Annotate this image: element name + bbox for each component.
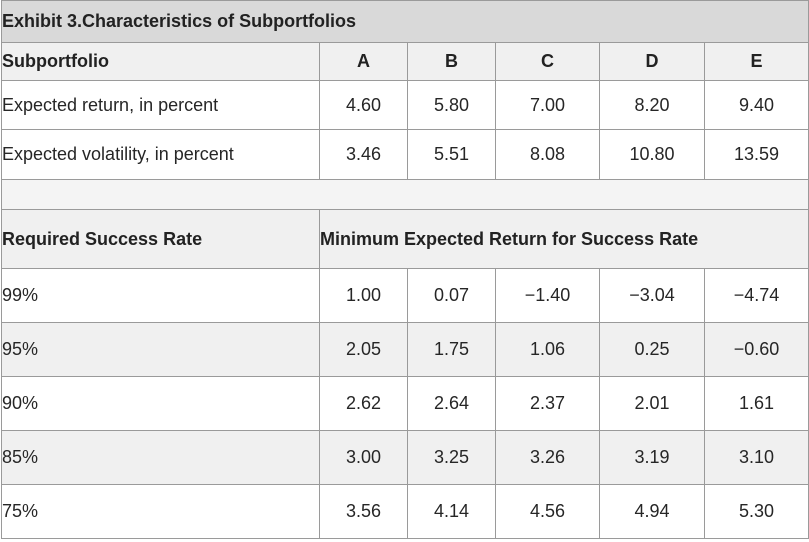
table-cell: 3.26: [495, 430, 600, 485]
table-cell: −3.04: [599, 268, 705, 323]
table-cell: 1.61: [703, 376, 809, 431]
table-cell: 3.19: [599, 430, 705, 485]
table-cell: 3.46: [319, 129, 408, 180]
row-label: 75%: [1, 484, 320, 539]
table-cell: 4.14: [407, 484, 496, 539]
table-cell: 7.00: [495, 80, 600, 130]
row-label: 85%: [1, 430, 320, 485]
table-cell: 2.01: [599, 376, 705, 431]
table-cell: 5.51: [407, 129, 496, 180]
table-cell: 3.56: [319, 484, 408, 539]
expected-volatility-row: Expected volatility, in percent 3.46 5.5…: [1, 129, 809, 180]
table-cell: 9.40: [703, 80, 809, 130]
minimum-return-header: Minimum Expected Return for Success Rate: [318, 209, 809, 269]
success-row-95: 95% 2.05 1.75 1.06 0.25 −0.60: [1, 322, 809, 377]
table-cell: 3.00: [319, 430, 408, 485]
spacer-row: [0, 179, 809, 210]
column-header-e: E: [703, 42, 809, 81]
row-label: 95%: [1, 322, 320, 377]
table-cell: 2.05: [319, 322, 408, 377]
success-rate-header-row: Required Success Rate Minimum Expected R…: [1, 209, 809, 269]
success-row-90: 90% 2.62 2.64 2.37 2.01 1.61: [1, 376, 809, 431]
table-cell: −1.40: [495, 268, 600, 323]
row-label: 99%: [1, 268, 320, 323]
title-row: Exhibit 3.Characteristics of Subportfoli…: [0, 0, 809, 43]
table-cell: 10.80: [599, 129, 705, 180]
exhibit-title: Exhibit 3.Characteristics of Subportfoli…: [0, 0, 809, 43]
column-header-c: C: [495, 42, 600, 81]
subportfolio-header-label: Subportfolio: [1, 42, 320, 81]
spacer-cell: [0, 179, 809, 210]
row-label: Expected return, in percent: [1, 80, 320, 130]
column-header-d: D: [599, 42, 705, 81]
success-row-85: 85% 3.00 3.25 3.26 3.19 3.10: [1, 430, 809, 485]
table-cell: 4.60: [319, 80, 408, 130]
table-cell: 0.07: [407, 268, 496, 323]
subportfolio-header-row: Subportfolio A B C D E: [1, 42, 809, 81]
row-label: Expected volatility, in percent: [1, 129, 320, 180]
table-cell: 1.75: [407, 322, 496, 377]
table-cell: 2.64: [407, 376, 496, 431]
table-cell: 8.08: [495, 129, 600, 180]
table-cell: 0.25: [599, 322, 705, 377]
table-cell: 3.25: [407, 430, 496, 485]
table-cell: 5.80: [407, 80, 496, 130]
table-cell: 5.30: [703, 484, 809, 539]
table-cell: 1.06: [495, 322, 600, 377]
column-header-b: B: [407, 42, 496, 81]
success-rate-header-label: Required Success Rate: [1, 209, 320, 269]
table-cell: 2.62: [319, 376, 408, 431]
table-cell: 4.94: [599, 484, 705, 539]
table-cell: 1.00: [319, 268, 408, 323]
table-cell: 2.37: [495, 376, 600, 431]
table-cell: 4.56: [495, 484, 600, 539]
table-cell: 3.10: [703, 430, 809, 485]
column-header-a: A: [319, 42, 408, 81]
table-cell: 8.20: [599, 80, 705, 130]
row-label: 90%: [1, 376, 320, 431]
expected-return-row: Expected return, in percent 4.60 5.80 7.…: [1, 80, 809, 130]
table-cell: 13.59: [703, 129, 809, 180]
table-cell: −4.74: [703, 268, 809, 323]
success-row-99: 99% 1.00 0.07 −1.40 −3.04 −4.74: [1, 268, 809, 323]
success-row-75: 75% 3.56 4.14 4.56 4.94 5.30: [1, 484, 809, 539]
table-cell: −0.60: [703, 322, 809, 377]
